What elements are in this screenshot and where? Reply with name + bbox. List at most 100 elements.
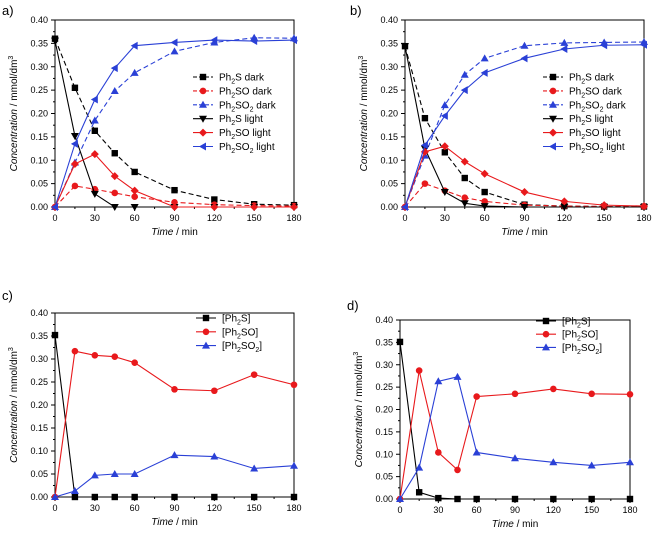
data-point: [111, 189, 119, 197]
data-point: [90, 116, 99, 124]
y-tick-label: 0.40: [380, 15, 398, 25]
legend-label: Ph2​SO dark: [219, 86, 273, 99]
x-tick-label: 120: [207, 503, 222, 513]
series-5: [401, 40, 647, 211]
data-point: [110, 87, 119, 95]
data-point: [440, 189, 449, 197]
y-tick-label: 0.35: [375, 337, 393, 347]
data-point: [131, 493, 138, 501]
x-tick-label: 150: [247, 503, 262, 513]
x-tick-label: 0: [52, 213, 57, 223]
y-tick-label: 0.30: [375, 360, 393, 370]
data-point: [461, 194, 469, 201]
series-line: [54, 38, 295, 206]
x-axis-label: Time / min: [501, 227, 548, 238]
data-point: [290, 203, 298, 211]
data-point: [626, 458, 634, 466]
data-point: [170, 47, 179, 55]
legend-marker: [199, 73, 207, 81]
data-point: [520, 41, 529, 49]
data-point: [587, 461, 596, 469]
legend-label: [Ph2​SO2​]: [222, 341, 262, 354]
data-point: [91, 493, 99, 501]
legend-label: Ph2​SO2​ light: [569, 142, 625, 155]
data-point: [520, 54, 528, 63]
data-point: [435, 449, 442, 456]
series-2: [51, 451, 298, 500]
y-tick-label: 0.10: [375, 449, 393, 459]
x-tick-label: 180: [286, 503, 301, 513]
data-point: [461, 174, 468, 182]
legend-marker: [549, 128, 557, 137]
x-tick-label: 90: [169, 503, 179, 513]
data-point: [415, 489, 423, 496]
data-point: [454, 466, 461, 474]
legend-marker: [199, 115, 207, 123]
x-tick-label: 120: [546, 505, 561, 515]
x-tick-label: 60: [130, 213, 140, 223]
y-tick-label: 0.40: [30, 15, 48, 25]
data-point: [51, 331, 59, 339]
legend-label: [Ph2​S]: [222, 314, 251, 327]
y-tick-label: 0.20: [375, 405, 393, 415]
x-tick-label: 0: [402, 213, 407, 223]
y-tick-label: 0.40: [30, 308, 48, 318]
x-tick-label: 30: [90, 213, 100, 223]
legend-label: Ph2​S light: [569, 114, 613, 127]
y-tick-label: 0.05: [375, 472, 393, 482]
y-axis-label: Concentration / mmol/dm3: [8, 56, 20, 172]
x-tick-label: 30: [90, 503, 100, 513]
data-point: [511, 454, 519, 462]
x-tick-label: 30: [433, 505, 443, 515]
series-1: [396, 367, 634, 503]
x-tick-label: 30: [440, 213, 450, 223]
data-point: [460, 200, 469, 208]
y-tick-label: 0.10: [380, 155, 398, 165]
x-tick-label: 180: [636, 213, 651, 223]
legend-marker: [542, 330, 550, 338]
series-line: [54, 454, 295, 498]
y-tick-label: 0.20: [30, 400, 48, 410]
panel-label: c): [2, 288, 13, 303]
legend-label: [Ph2​SO2​]: [562, 343, 602, 356]
data-point: [440, 111, 448, 120]
y-axis-label: Concentration / mmol/dm3: [8, 347, 20, 463]
data-point: [70, 159, 79, 168]
legend-marker: [199, 87, 207, 95]
data-point: [401, 203, 408, 211]
y-tick-label: 0.30: [30, 62, 48, 72]
y-tick-label: 0.35: [30, 331, 48, 341]
x-tick-label: 0: [397, 505, 402, 515]
legend-label: [Ph2​S]: [562, 317, 591, 330]
data-point: [250, 493, 258, 501]
data-point: [481, 188, 488, 196]
data-point: [549, 458, 558, 466]
data-point: [420, 141, 428, 150]
series-line: [54, 37, 295, 208]
y-tick-label: 0.35: [380, 38, 398, 48]
plot-frame: [54, 312, 295, 498]
data-point: [473, 393, 480, 400]
y-tick-label: 0.25: [30, 85, 48, 95]
legend-marker: [549, 115, 557, 123]
y-axis-label: Concentration / mmol/dm3: [353, 352, 365, 468]
data-point: [290, 36, 297, 45]
y-tick-label: 0.00: [30, 202, 48, 212]
data-point: [441, 149, 449, 156]
series-line: [399, 341, 630, 500]
series-0: [401, 42, 648, 210]
data-point: [460, 70, 469, 78]
series-5: [51, 36, 297, 211]
x-tick-label: 150: [597, 213, 612, 223]
legend-marker: [199, 100, 207, 108]
data-point: [435, 494, 442, 502]
data-point: [90, 471, 99, 479]
legend-marker: [202, 328, 210, 336]
y-tick-label: 0.40: [375, 315, 393, 325]
data-point: [626, 495, 634, 503]
data-point: [453, 372, 462, 380]
data-point: [454, 495, 461, 503]
y-tick-label: 0.25: [30, 377, 48, 387]
y-tick-label: 0.05: [30, 179, 48, 189]
data-point: [171, 186, 178, 194]
